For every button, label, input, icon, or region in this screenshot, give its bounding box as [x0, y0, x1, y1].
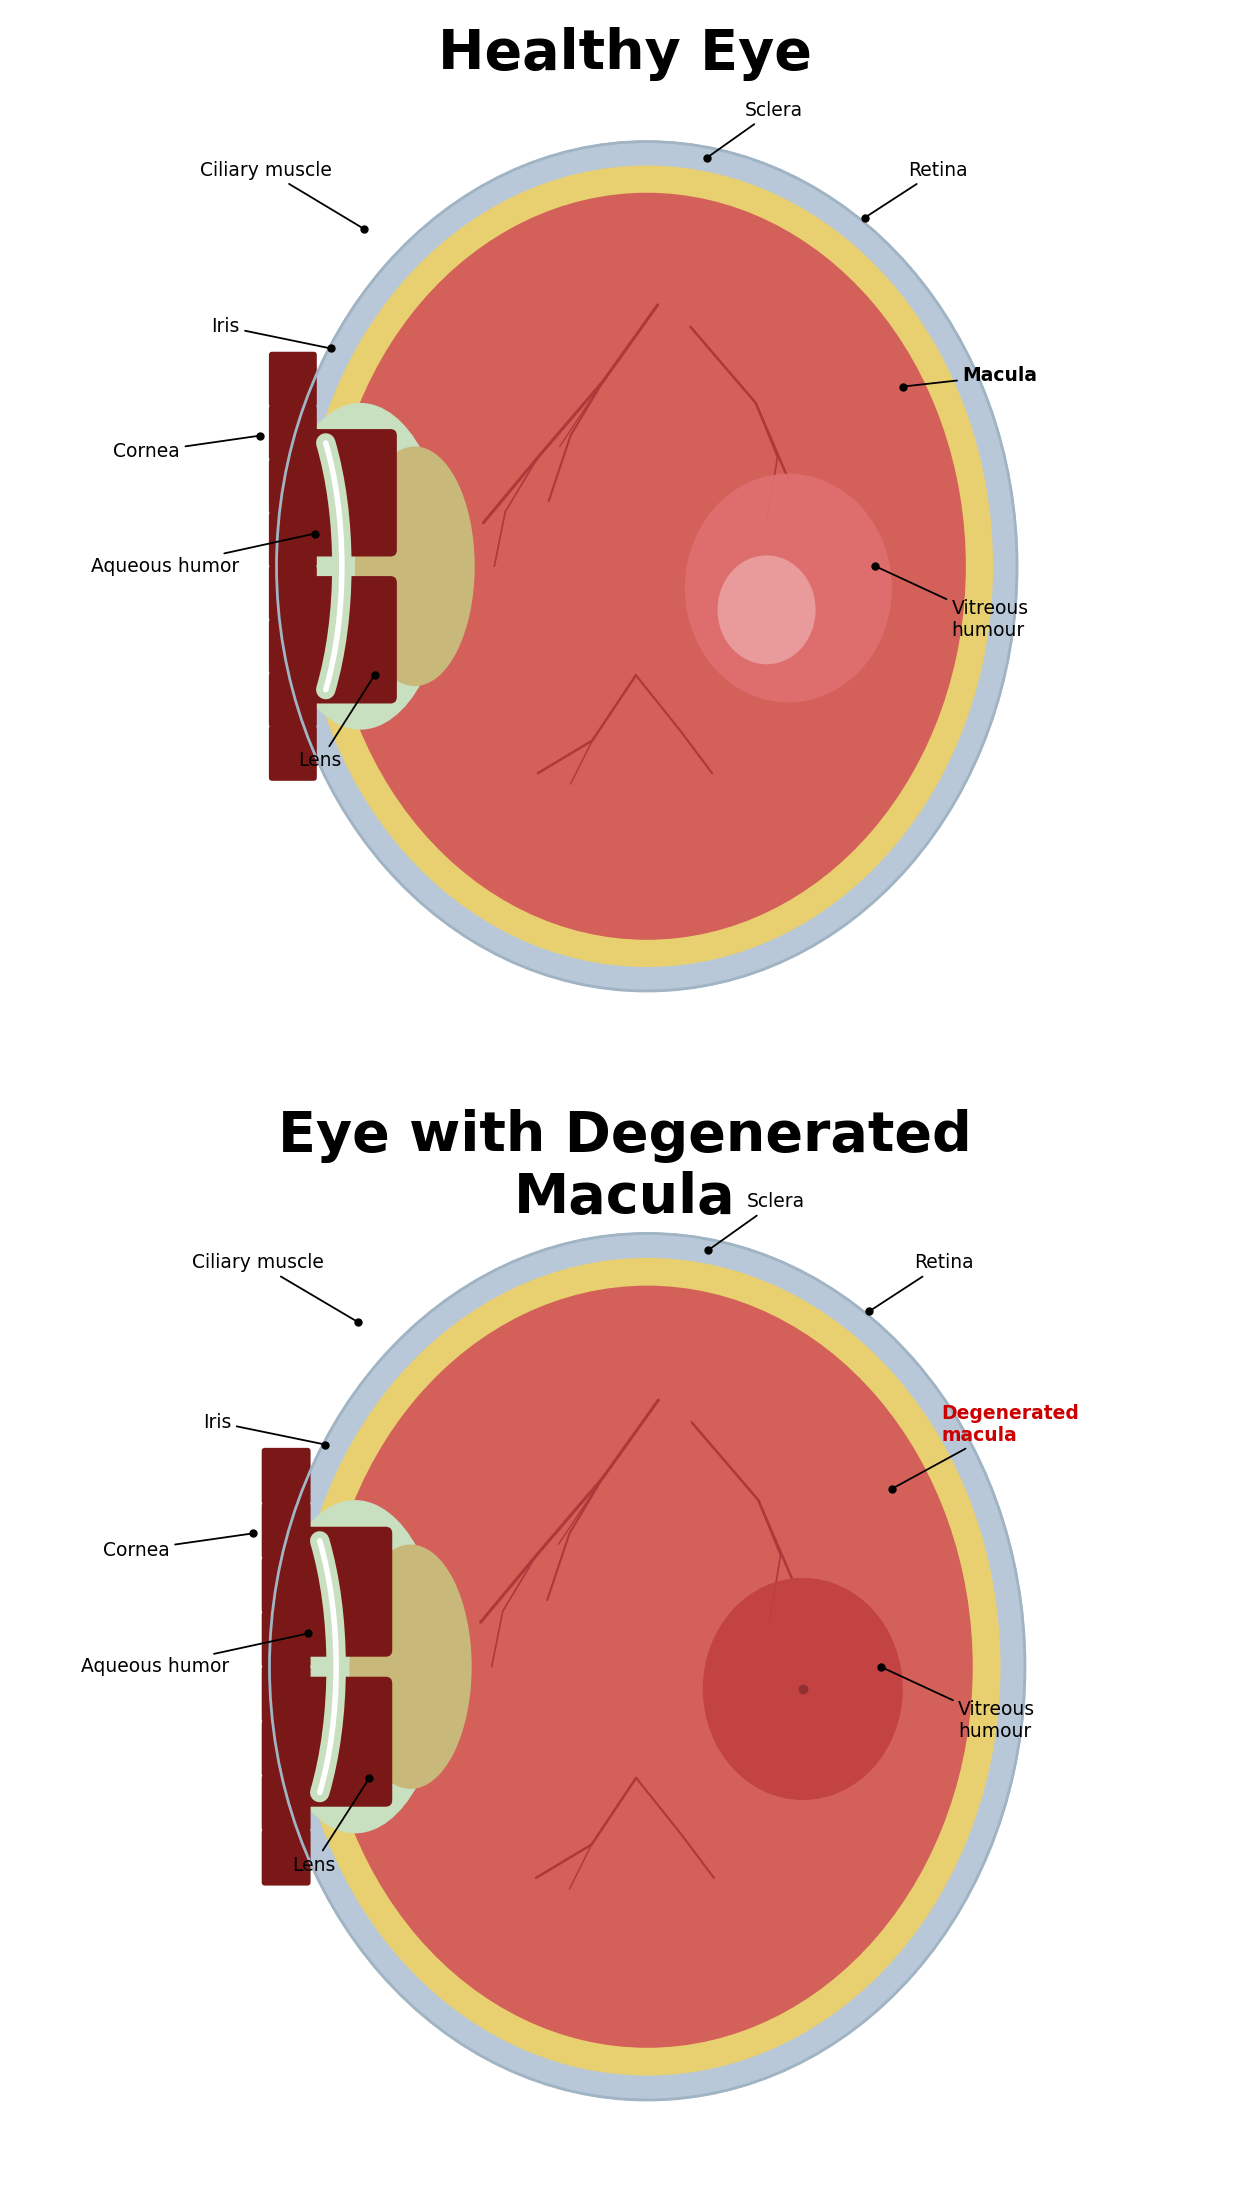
Text: Vitreous
humour: Vitreous humour — [878, 568, 1029, 640]
Text: Ciliary muscle: Ciliary muscle — [191, 1254, 356, 1320]
FancyBboxPatch shape — [269, 352, 316, 407]
FancyBboxPatch shape — [302, 576, 396, 704]
FancyBboxPatch shape — [269, 671, 316, 728]
Ellipse shape — [266, 1500, 444, 1833]
FancyBboxPatch shape — [261, 1448, 310, 1505]
FancyBboxPatch shape — [261, 1828, 310, 1885]
Ellipse shape — [355, 447, 475, 686]
FancyBboxPatch shape — [295, 1676, 392, 1806]
Text: Iris: Iris — [211, 317, 329, 348]
Ellipse shape — [685, 473, 891, 702]
Text: Sclera: Sclera — [710, 1192, 805, 1247]
Text: Degenerated
macula: Degenerated macula — [894, 1404, 1080, 1487]
FancyBboxPatch shape — [269, 618, 316, 673]
Text: Iris: Iris — [202, 1412, 322, 1443]
Text: Retina: Retina — [871, 1254, 974, 1309]
Ellipse shape — [300, 165, 993, 968]
FancyBboxPatch shape — [261, 1558, 310, 1613]
Ellipse shape — [276, 141, 1018, 990]
Ellipse shape — [274, 403, 448, 730]
Text: Cornea: Cornea — [114, 436, 258, 462]
FancyBboxPatch shape — [295, 1527, 392, 1657]
Text: Vitreous
humour: Vitreous humour — [882, 1668, 1035, 1740]
Text: Eye with Degenerated
Macula: Eye with Degenerated Macula — [278, 1109, 973, 1225]
Ellipse shape — [321, 1285, 972, 2048]
FancyBboxPatch shape — [261, 1720, 310, 1778]
Ellipse shape — [703, 1577, 902, 1800]
Text: Healthy Eye: Healthy Eye — [438, 26, 812, 81]
Ellipse shape — [270, 1234, 1025, 2101]
FancyBboxPatch shape — [269, 726, 316, 781]
Ellipse shape — [718, 554, 815, 664]
FancyBboxPatch shape — [302, 429, 396, 557]
Ellipse shape — [294, 1258, 1000, 2075]
FancyBboxPatch shape — [261, 1503, 310, 1560]
Text: Sclera: Sclera — [709, 101, 802, 156]
FancyBboxPatch shape — [269, 565, 316, 620]
Text: Cornea: Cornea — [102, 1533, 250, 1560]
Ellipse shape — [350, 1544, 471, 1789]
Text: Aqueous humor: Aqueous humor — [80, 1635, 306, 1676]
Text: Lens: Lens — [299, 678, 372, 770]
Text: Ciliary muscle: Ciliary muscle — [200, 161, 361, 227]
FancyBboxPatch shape — [269, 513, 316, 568]
Ellipse shape — [328, 194, 966, 939]
Text: Retina: Retina — [867, 161, 968, 216]
FancyBboxPatch shape — [261, 1610, 310, 1668]
Text: Aqueous humor: Aqueous humor — [91, 535, 312, 576]
FancyBboxPatch shape — [269, 458, 316, 515]
FancyBboxPatch shape — [261, 1775, 310, 1830]
Text: Lens: Lens — [291, 1780, 367, 1874]
FancyBboxPatch shape — [269, 405, 316, 460]
Text: Macula: Macula — [905, 365, 1038, 387]
FancyBboxPatch shape — [261, 1665, 310, 1723]
